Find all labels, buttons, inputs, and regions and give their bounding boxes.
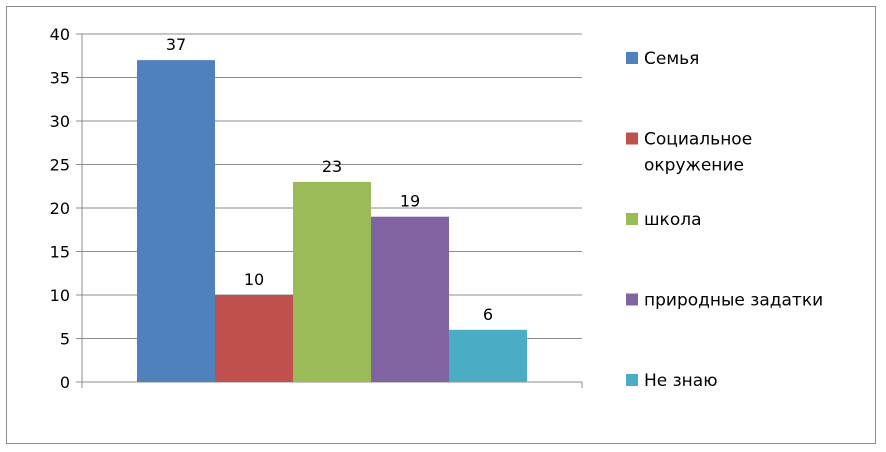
- legend-swatch: [626, 132, 638, 145]
- legend-swatch: [626, 52, 638, 64]
- bar-1: [137, 60, 215, 382]
- legend: Семья Социальное окружение школа природные з…: [626, 49, 823, 391]
- legend-label: природные задатки: [644, 291, 823, 311]
- bar-3: [293, 181, 371, 382]
- bar-5: [449, 329, 527, 382]
- bar-2: [215, 295, 293, 382]
- data-label: 10: [244, 270, 264, 289]
- legend-label: школа: [644, 210, 702, 230]
- legend-swatch: [626, 213, 638, 225]
- bar-4: [371, 216, 449, 382]
- legend-label: окружение: [644, 156, 744, 176]
- y-tick-label: 0: [60, 373, 70, 392]
- legend-swatch: [626, 374, 638, 386]
- legend-swatch: [626, 293, 638, 306]
- legend-label: Семья: [644, 49, 699, 69]
- data-label: 37: [166, 35, 186, 54]
- y-tick-label: 5: [60, 330, 70, 349]
- legend-label: Не знаю: [644, 371, 718, 391]
- y-tick-label: 30: [50, 112, 70, 131]
- bars: [137, 60, 527, 382]
- data-label: 6: [483, 305, 493, 324]
- y-tick-labels: 0 5 10 15 20 25 30 35 40: [50, 25, 70, 392]
- data-label: 23: [322, 157, 342, 176]
- y-tick-label: 25: [50, 156, 70, 175]
- y-tick-label: 35: [50, 69, 70, 88]
- y-tick-label: 40: [50, 25, 70, 44]
- data-label: 19: [400, 192, 420, 211]
- y-tick-label: 15: [50, 243, 70, 262]
- y-tick-label: 20: [50, 199, 70, 218]
- y-tick-label: 10: [50, 286, 70, 305]
- legend-label: Социальное: [644, 130, 752, 150]
- data-labels: 37 10 23 19 6: [166, 35, 493, 324]
